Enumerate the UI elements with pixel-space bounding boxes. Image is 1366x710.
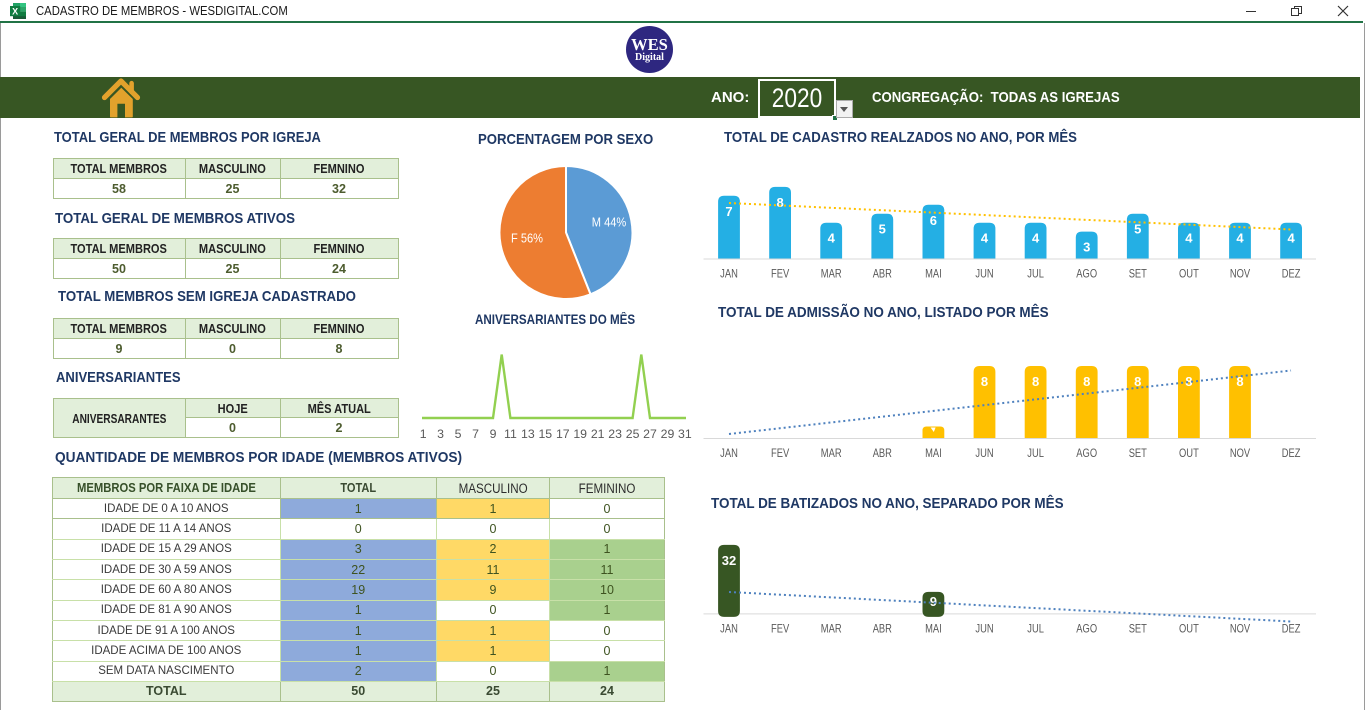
svg-text:MAR: MAR [821,267,842,281]
svg-text:X: X [12,6,18,16]
svg-text:4: 4 [1287,231,1295,246]
svg-text:4: 4 [828,231,836,246]
svg-text:23: 23 [608,427,622,441]
svg-text:DEZ: DEZ [1282,446,1301,460]
svg-text:MAR: MAR [821,622,842,636]
svg-text:5: 5 [879,222,886,237]
svg-text:JUN: JUN [975,446,993,460]
svg-text:NOV: NOV [1230,622,1250,636]
svg-text:JUN: JUN [975,622,993,636]
svg-text:3: 3 [437,427,444,441]
svg-text:8: 8 [1236,374,1243,389]
svg-text:9: 9 [930,594,937,609]
svg-text:4: 4 [981,231,989,246]
svg-text:8: 8 [1185,374,1192,389]
svg-text:AGO: AGO [1076,622,1097,636]
svg-text:27: 27 [643,427,657,441]
svg-text:32: 32 [722,553,736,568]
svg-text:15: 15 [538,427,552,441]
svg-text:5: 5 [455,427,462,441]
svg-text:FEV: FEV [771,622,789,636]
svg-text:JUL: JUL [1027,446,1044,460]
svg-text:OUT: OUT [1179,446,1199,460]
svg-text:MAR: MAR [821,446,842,460]
svg-text:DEZ: DEZ [1282,622,1301,636]
svg-text:M 44%: M 44% [592,216,627,230]
svg-text:JAN: JAN [720,446,738,460]
svg-text:8: 8 [1134,374,1141,389]
svg-text:NOV: NOV [1230,267,1250,281]
svg-text:8: 8 [1083,374,1090,389]
svg-text:OUT: OUT [1179,267,1199,281]
svg-text:AGO: AGO [1076,267,1097,281]
svg-text:8: 8 [981,374,988,389]
svg-text:11: 11 [504,427,517,441]
svg-text:7: 7 [725,204,732,219]
svg-text:MAI: MAI [925,622,942,636]
svg-text:JAN: JAN [720,267,738,281]
svg-text:DEZ: DEZ [1282,267,1301,281]
svg-text:SET: SET [1129,446,1148,460]
svg-text:F 56%: F 56% [511,232,543,246]
svg-text:13: 13 [521,427,535,441]
svg-text:31: 31 [678,427,692,441]
svg-text:17: 17 [556,427,570,441]
svg-text:19: 19 [573,427,587,441]
svg-text:4: 4 [1032,231,1040,246]
svg-text:4: 4 [1236,231,1244,246]
svg-text:ABR: ABR [873,446,892,460]
svg-text:JUL: JUL [1027,622,1044,636]
svg-text:MAI: MAI [925,267,942,281]
svg-text:7: 7 [472,427,479,441]
svg-text:AGO: AGO [1076,446,1097,460]
svg-text:NOV: NOV [1230,446,1250,460]
svg-text:OUT: OUT [1179,622,1199,636]
svg-text:8: 8 [1032,374,1039,389]
svg-text:ABR: ABR [873,267,892,281]
svg-text:FEV: FEV [771,446,789,460]
svg-text:4: 4 [1185,231,1193,246]
svg-text:9: 9 [490,427,497,441]
svg-text:29: 29 [661,427,675,441]
svg-text:25: 25 [626,427,640,441]
svg-text:6: 6 [930,213,937,228]
svg-text:5: 5 [1134,222,1141,237]
svg-text:ABR: ABR [873,622,892,636]
svg-text:JUL: JUL [1027,267,1044,281]
svg-text:1: 1 [420,427,427,441]
svg-text:SET: SET [1129,622,1148,636]
svg-text:MAI: MAI [925,446,942,460]
svg-text:FEV: FEV [771,267,789,281]
svg-text:JAN: JAN [720,622,738,636]
svg-text:8: 8 [776,195,783,210]
svg-text:SET: SET [1129,267,1148,281]
svg-text:21: 21 [591,427,605,441]
svg-text:3: 3 [1083,240,1090,255]
svg-text:JUN: JUN [975,267,993,281]
